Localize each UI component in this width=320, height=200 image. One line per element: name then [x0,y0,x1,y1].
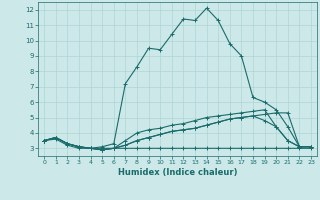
X-axis label: Humidex (Indice chaleur): Humidex (Indice chaleur) [118,168,237,177]
